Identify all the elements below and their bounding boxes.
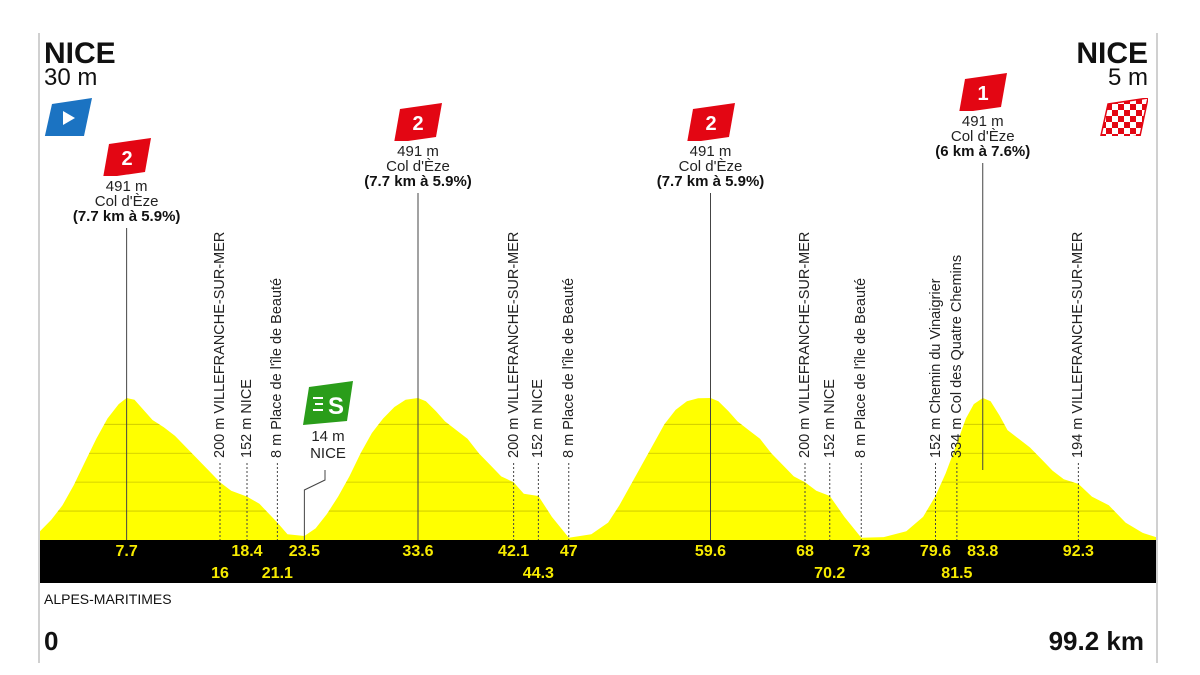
km-marker: 47 (559, 543, 578, 560)
km-marker: 59.6 (694, 543, 727, 560)
climb-category-2-icon: 2 (394, 103, 442, 141)
climb-gradient: (7.7 km à 5.9%) (72, 208, 181, 225)
sprint-info: 14 m NICE (288, 428, 368, 462)
sprint-leader-line (303, 470, 326, 540)
climb-gradient: (6 km à 7.6%) (935, 143, 1031, 160)
start-city: NICE (44, 37, 116, 70)
department-label: ALPES-MARITIMES (44, 591, 172, 607)
finish-city: NICE (1076, 37, 1148, 70)
climb-category-1-icon: 1 (959, 73, 1007, 111)
climb-name: Col d'Èze (678, 158, 743, 175)
finish-altitude: 5 m (1107, 64, 1148, 91)
km-marker: 33.6 (402, 543, 434, 560)
start-flag-icon (44, 98, 92, 136)
climb-altitude: 491 m (397, 143, 439, 160)
km-marker: 23.5 (288, 543, 320, 560)
waypoint-label: 194 m VILLEFRANCHE-SUR-MER (1070, 231, 1087, 458)
km-marker: 79.6 (919, 543, 952, 560)
svg-text:1: 1 (977, 83, 988, 105)
climb-info: 491 m Col d'Èze (7.7 km à 5.9%) (611, 144, 811, 189)
km-band (40, 540, 1156, 583)
elevation-area (40, 398, 1156, 540)
climb-info: 491 m Col d'Èze (7.7 km à 5.9%) (318, 144, 518, 189)
waypoint-label: 152 m NICE (530, 379, 547, 458)
climb-name: Col d'Èze (94, 193, 159, 210)
climb-category-2-icon: 2 (102, 138, 151, 176)
waypoint-label: 8 m Place de l'île de Beauté (853, 277, 870, 458)
km-marker: 42.1 (498, 543, 530, 560)
distance-start: 0 (44, 626, 59, 656)
sprint-altitude: 14 m (311, 428, 345, 445)
svg-text:2: 2 (412, 113, 423, 135)
km-marker: 7.7 (115, 543, 138, 560)
waypoint-label: 200 m VILLEFRANCHE-SUR-MER (797, 231, 813, 458)
waypoint-label: 334 m Col des Quatre Chemins (948, 254, 965, 458)
waypoint-label: 200 m VILLEFRANCHE-SUR-MER (505, 231, 522, 458)
waypoint-label: 152 m NICE (239, 379, 255, 458)
climb-category-2-icon: 2 (686, 103, 735, 141)
km-marker: 70.2 (814, 565, 846, 582)
km-marker: 68 (796, 543, 814, 560)
start-altitude: 30 m (44, 64, 98, 91)
sprint-name: NICE (310, 445, 346, 462)
km-marker: 16 (211, 565, 229, 582)
climb-altitude: 491 m (961, 113, 1004, 130)
km-marker: 18.4 (231, 543, 263, 560)
finish-flag-icon (1100, 98, 1148, 136)
waypoint-label: 8 m Place de l'île de Beauté (269, 277, 286, 458)
climb-info: 491 m Col d'Èze (6 km à 7.6%) (883, 114, 1083, 159)
climb-gradient: (7.7 km à 5.9%) (656, 173, 765, 190)
climb-name: Col d'Èze (950, 128, 1015, 145)
waypoint-label: 8 m Place de l'île de Beauté (560, 277, 577, 458)
svg-text:2: 2 (121, 148, 132, 170)
km-marker: 83.8 (967, 543, 999, 560)
km-marker: 92.3 (1062, 543, 1094, 560)
distance-end: 99.2 km (1048, 626, 1144, 656)
climb-gradient: (7.7 km à 5.9%) (364, 173, 472, 190)
km-marker: 81.5 (941, 565, 973, 582)
sprint-icon: S (303, 381, 353, 425)
km-marker: 21.1 (261, 565, 293, 582)
climb-altitude: 491 m (689, 143, 732, 160)
waypoint-label: 200 m VILLEFRANCHE-SUR-MER (212, 231, 228, 458)
stage-profile-frame (38, 33, 1158, 663)
svg-text:2: 2 (705, 113, 716, 135)
km-marker: 44.3 (522, 565, 554, 582)
waypoint-label: 152 m NICE (821, 379, 838, 458)
waypoint-label: 152 m Chemin du Vinaigrier (927, 278, 944, 458)
climb-info: 491 m Col d'Èze (7.7 km à 5.9%) (27, 179, 227, 224)
km-marker: 73 (852, 543, 871, 560)
climb-altitude: 491 m (105, 178, 148, 195)
svg-text:S: S (328, 393, 344, 420)
climb-name: Col d'Èze (386, 158, 450, 175)
